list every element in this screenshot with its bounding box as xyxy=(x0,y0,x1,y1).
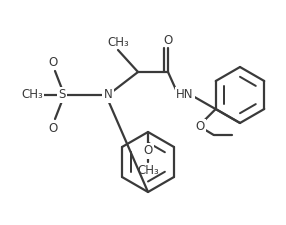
Text: CH₃: CH₃ xyxy=(21,88,43,101)
Text: O: O xyxy=(48,56,57,68)
Text: CH₃: CH₃ xyxy=(137,164,159,176)
Text: O: O xyxy=(48,122,57,135)
Text: HN: HN xyxy=(176,88,194,101)
Text: O: O xyxy=(143,144,153,158)
Text: O: O xyxy=(163,34,173,47)
Text: O: O xyxy=(195,121,204,133)
Text: N: N xyxy=(104,88,112,101)
Text: S: S xyxy=(58,88,66,101)
Text: CH₃: CH₃ xyxy=(107,36,129,49)
